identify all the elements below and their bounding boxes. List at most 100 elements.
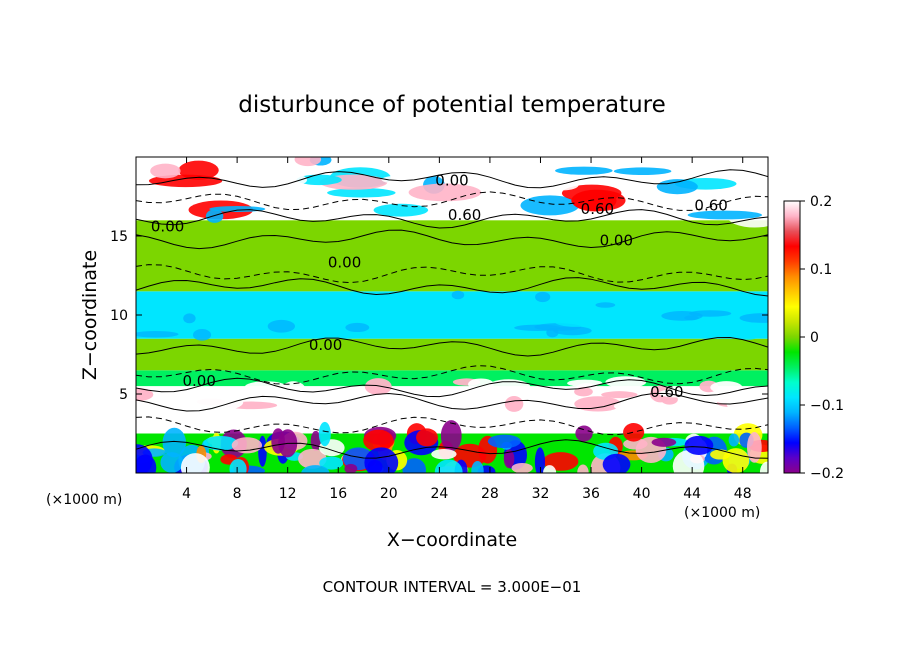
field-cell [486, 379, 531, 396]
contour-label: 0.60 [581, 200, 614, 218]
field-cell [710, 381, 743, 394]
contour-line [136, 169, 768, 189]
contour-label: 0.00 [328, 254, 361, 272]
field-cell [577, 464, 589, 473]
field-cell [431, 448, 457, 460]
contour-label: 0.00 [309, 336, 342, 354]
field-cell [571, 189, 617, 212]
field-cell [613, 167, 672, 175]
field-cell [318, 421, 331, 447]
field-cell [601, 391, 638, 399]
field-cell [511, 462, 533, 473]
y-tick-label: 5 [119, 387, 128, 403]
field-cell [195, 393, 244, 411]
field-cell [345, 322, 370, 333]
x-tick-label: 48 [734, 486, 752, 502]
field-cell [759, 461, 768, 473]
field-cell [344, 300, 358, 314]
contour-label: 0.60 [650, 383, 683, 401]
field-cell [451, 290, 465, 300]
field-cell [434, 459, 463, 473]
plot-area [136, 157, 768, 473]
field-cell [694, 200, 742, 214]
field-cell [535, 291, 551, 303]
field-cell [739, 313, 768, 323]
field-cell [453, 308, 498, 318]
field-cell [229, 458, 247, 473]
field-band [136, 220, 768, 292]
field-cell [498, 331, 533, 338]
field-cell [327, 188, 396, 198]
contour-labels: 0.00 0.60 0.60 0.60 0.00 0.00 0.00 0.00 0.00 0.60 [151, 171, 728, 401]
field-cell [209, 205, 266, 213]
field-cell [595, 302, 616, 308]
field-cell [205, 209, 224, 223]
field-cell [695, 325, 734, 337]
colorbar-ramp [783, 200, 801, 474]
contour-label: 0.00 [600, 231, 633, 249]
field-cell [457, 319, 474, 333]
contour-line [136, 209, 768, 229]
contour-line [136, 229, 768, 250]
field-cell [543, 465, 557, 473]
field-cell [212, 311, 248, 321]
field-cell [504, 396, 524, 412]
contour-line [136, 336, 768, 357]
field-cell [534, 447, 546, 473]
field-cell [575, 425, 593, 442]
field-cell [212, 302, 237, 307]
field-cell [373, 203, 429, 217]
field-cell [684, 435, 714, 455]
contour-line [136, 416, 768, 436]
field-cell [363, 429, 394, 452]
field-cell [172, 321, 190, 331]
x-tick-label: 8 [233, 486, 242, 502]
colorbar: 0.2 0.1 0 −0.1 −0.2 [783, 194, 844, 482]
field-cell [613, 400, 661, 412]
contour-line [136, 377, 768, 398]
field-cell [574, 387, 593, 397]
x-tick-label: 12 [279, 486, 297, 502]
field-cell [267, 319, 296, 333]
field-cell [180, 453, 210, 473]
contour-line [136, 191, 768, 211]
field-cell [728, 433, 740, 447]
field-cell [503, 449, 515, 469]
x-tick-label: 24 [430, 486, 448, 502]
colorbar-tick-label: 0.2 [810, 194, 832, 210]
field-cell [162, 427, 187, 458]
contour-label: 0.60 [694, 197, 727, 215]
field-cell [658, 389, 696, 398]
colorbar-tick-label: 0.1 [810, 262, 832, 278]
x-tick-label: 4 [182, 486, 191, 502]
field-cell [656, 179, 698, 195]
field-band [136, 338, 768, 371]
contour-label: 0.00 [182, 372, 215, 390]
field-cell [402, 458, 427, 473]
contour-line [136, 439, 768, 459]
field-cell [651, 437, 677, 447]
contour-label: 0.00 [435, 171, 468, 189]
field-cell [574, 396, 622, 412]
field-cell [471, 461, 484, 473]
field-cell [533, 158, 595, 165]
contour-line [136, 264, 768, 284]
contour-interval-note: CONTOUR INTERVAL = 3.000E−01 [323, 578, 582, 596]
chart-title: disturbunce of potential temperature [238, 92, 666, 118]
field-cell [520, 195, 580, 216]
field-cell [623, 422, 645, 442]
field-cell [555, 166, 613, 175]
x-tick-label: 20 [380, 486, 398, 502]
field-cell [247, 173, 283, 187]
field-cell [440, 420, 462, 452]
contour-line [136, 392, 768, 412]
field-cell [294, 157, 322, 167]
y-tick-label: 15 [110, 229, 128, 245]
field-cell [672, 450, 705, 473]
field-cell [732, 330, 760, 340]
field-cell [344, 463, 358, 473]
field-cell [222, 159, 281, 174]
contour-line [136, 365, 768, 385]
field-cell [303, 199, 338, 216]
field-cell [747, 432, 762, 463]
